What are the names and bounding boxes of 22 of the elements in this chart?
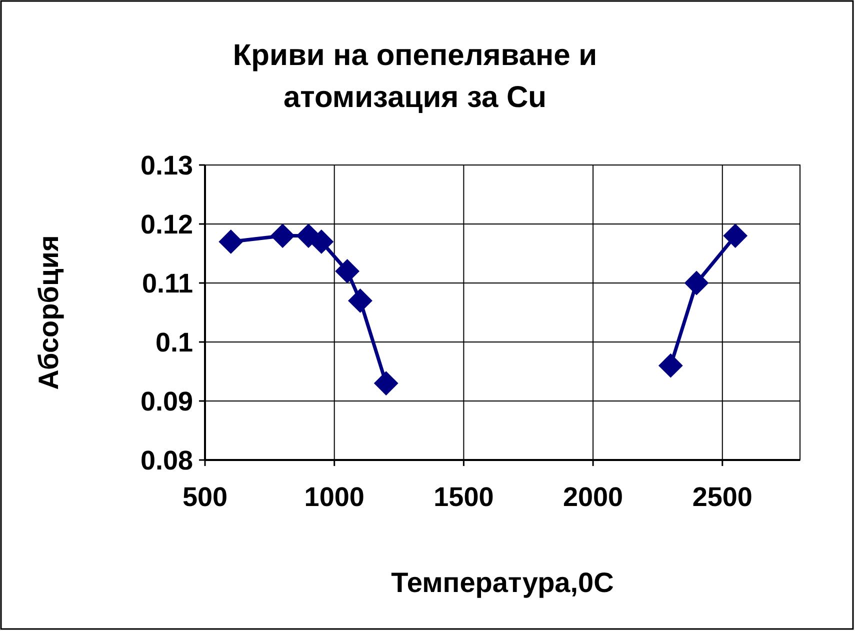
x-tick-label: 1500: [434, 482, 494, 512]
y-tick-label: 0.08: [140, 445, 193, 476]
point: [723, 224, 748, 248]
y-tick-label: 0.13: [140, 150, 193, 180]
x-tick-label: 1000: [304, 482, 364, 512]
point: [684, 270, 709, 296]
chart-title: Криви на опепеляване и атомизация за Cu: [232, 39, 598, 114]
point: [270, 224, 295, 248]
point: [658, 353, 683, 378]
x-tick-label: 2500: [692, 482, 752, 512]
x-axis-title: Температура,0C: [391, 567, 614, 598]
y-tick-label: 0.11: [142, 268, 193, 298]
y-tick-label: 0.12: [140, 209, 193, 240]
y-axis-title: Абсорбция: [33, 235, 64, 390]
y-tick-label: 0.09: [140, 386, 193, 416]
point: [218, 229, 244, 254]
point: [374, 371, 398, 396]
x-tick-label: 500: [182, 482, 228, 512]
point: [348, 288, 372, 313]
point: [335, 258, 360, 284]
x-tick-label: 2000: [563, 482, 624, 512]
y-tick-label: 0.1: [155, 327, 193, 358]
